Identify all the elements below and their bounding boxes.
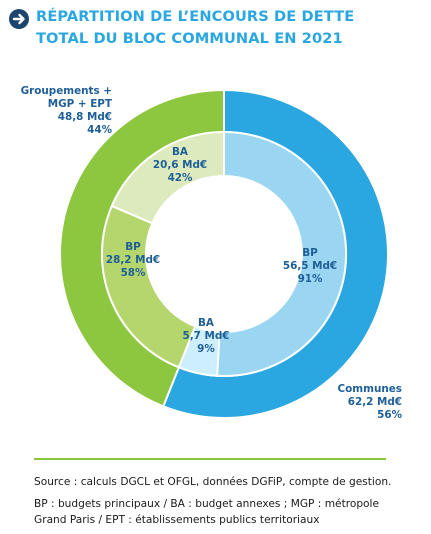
label-inner-0: BP 56,5 Md€ 91% [283,247,337,285]
chart-title-line-2: TOTAL DU BLOC COMMUNAL EN 2021 [36,30,343,47]
label-inner-2: BP 28,2 Md€ 58% [106,241,160,279]
abbreviations-line-2: Grand Paris / EPT : établissements publi… [34,514,320,526]
chart-title-line-1: RÉPARTITION DE L’ENCOURS DE DETTE [36,8,355,25]
footer-divider [34,458,386,460]
slice-labels: Communes 62,2 Md€ 56% Groupements + MGP + EP… [21,85,403,421]
label-inner-3: BA 20,6 Md€ 42% [153,146,207,184]
arrow-right-circle-icon [9,9,29,29]
inner-ring [101,130,348,377]
source-note: Source : calculs DGCL et OFGL, données D… [34,476,392,488]
inner-slice-groupements-ba [110,130,225,225]
label-communes: Communes 62,2 Md€ 56% [338,383,403,421]
label-groupements: Groupements + MGP + EPT 48,8 Md€ 44% [21,85,113,136]
abbreviations-line-1: BP : budgets principaux / BA : budget an… [34,498,379,510]
inner-slice-communes-bp [216,130,348,377]
label-inner-1: BA 5,7 Md€ 9% [182,317,229,355]
inner-slice-groupements-bp [101,204,197,369]
